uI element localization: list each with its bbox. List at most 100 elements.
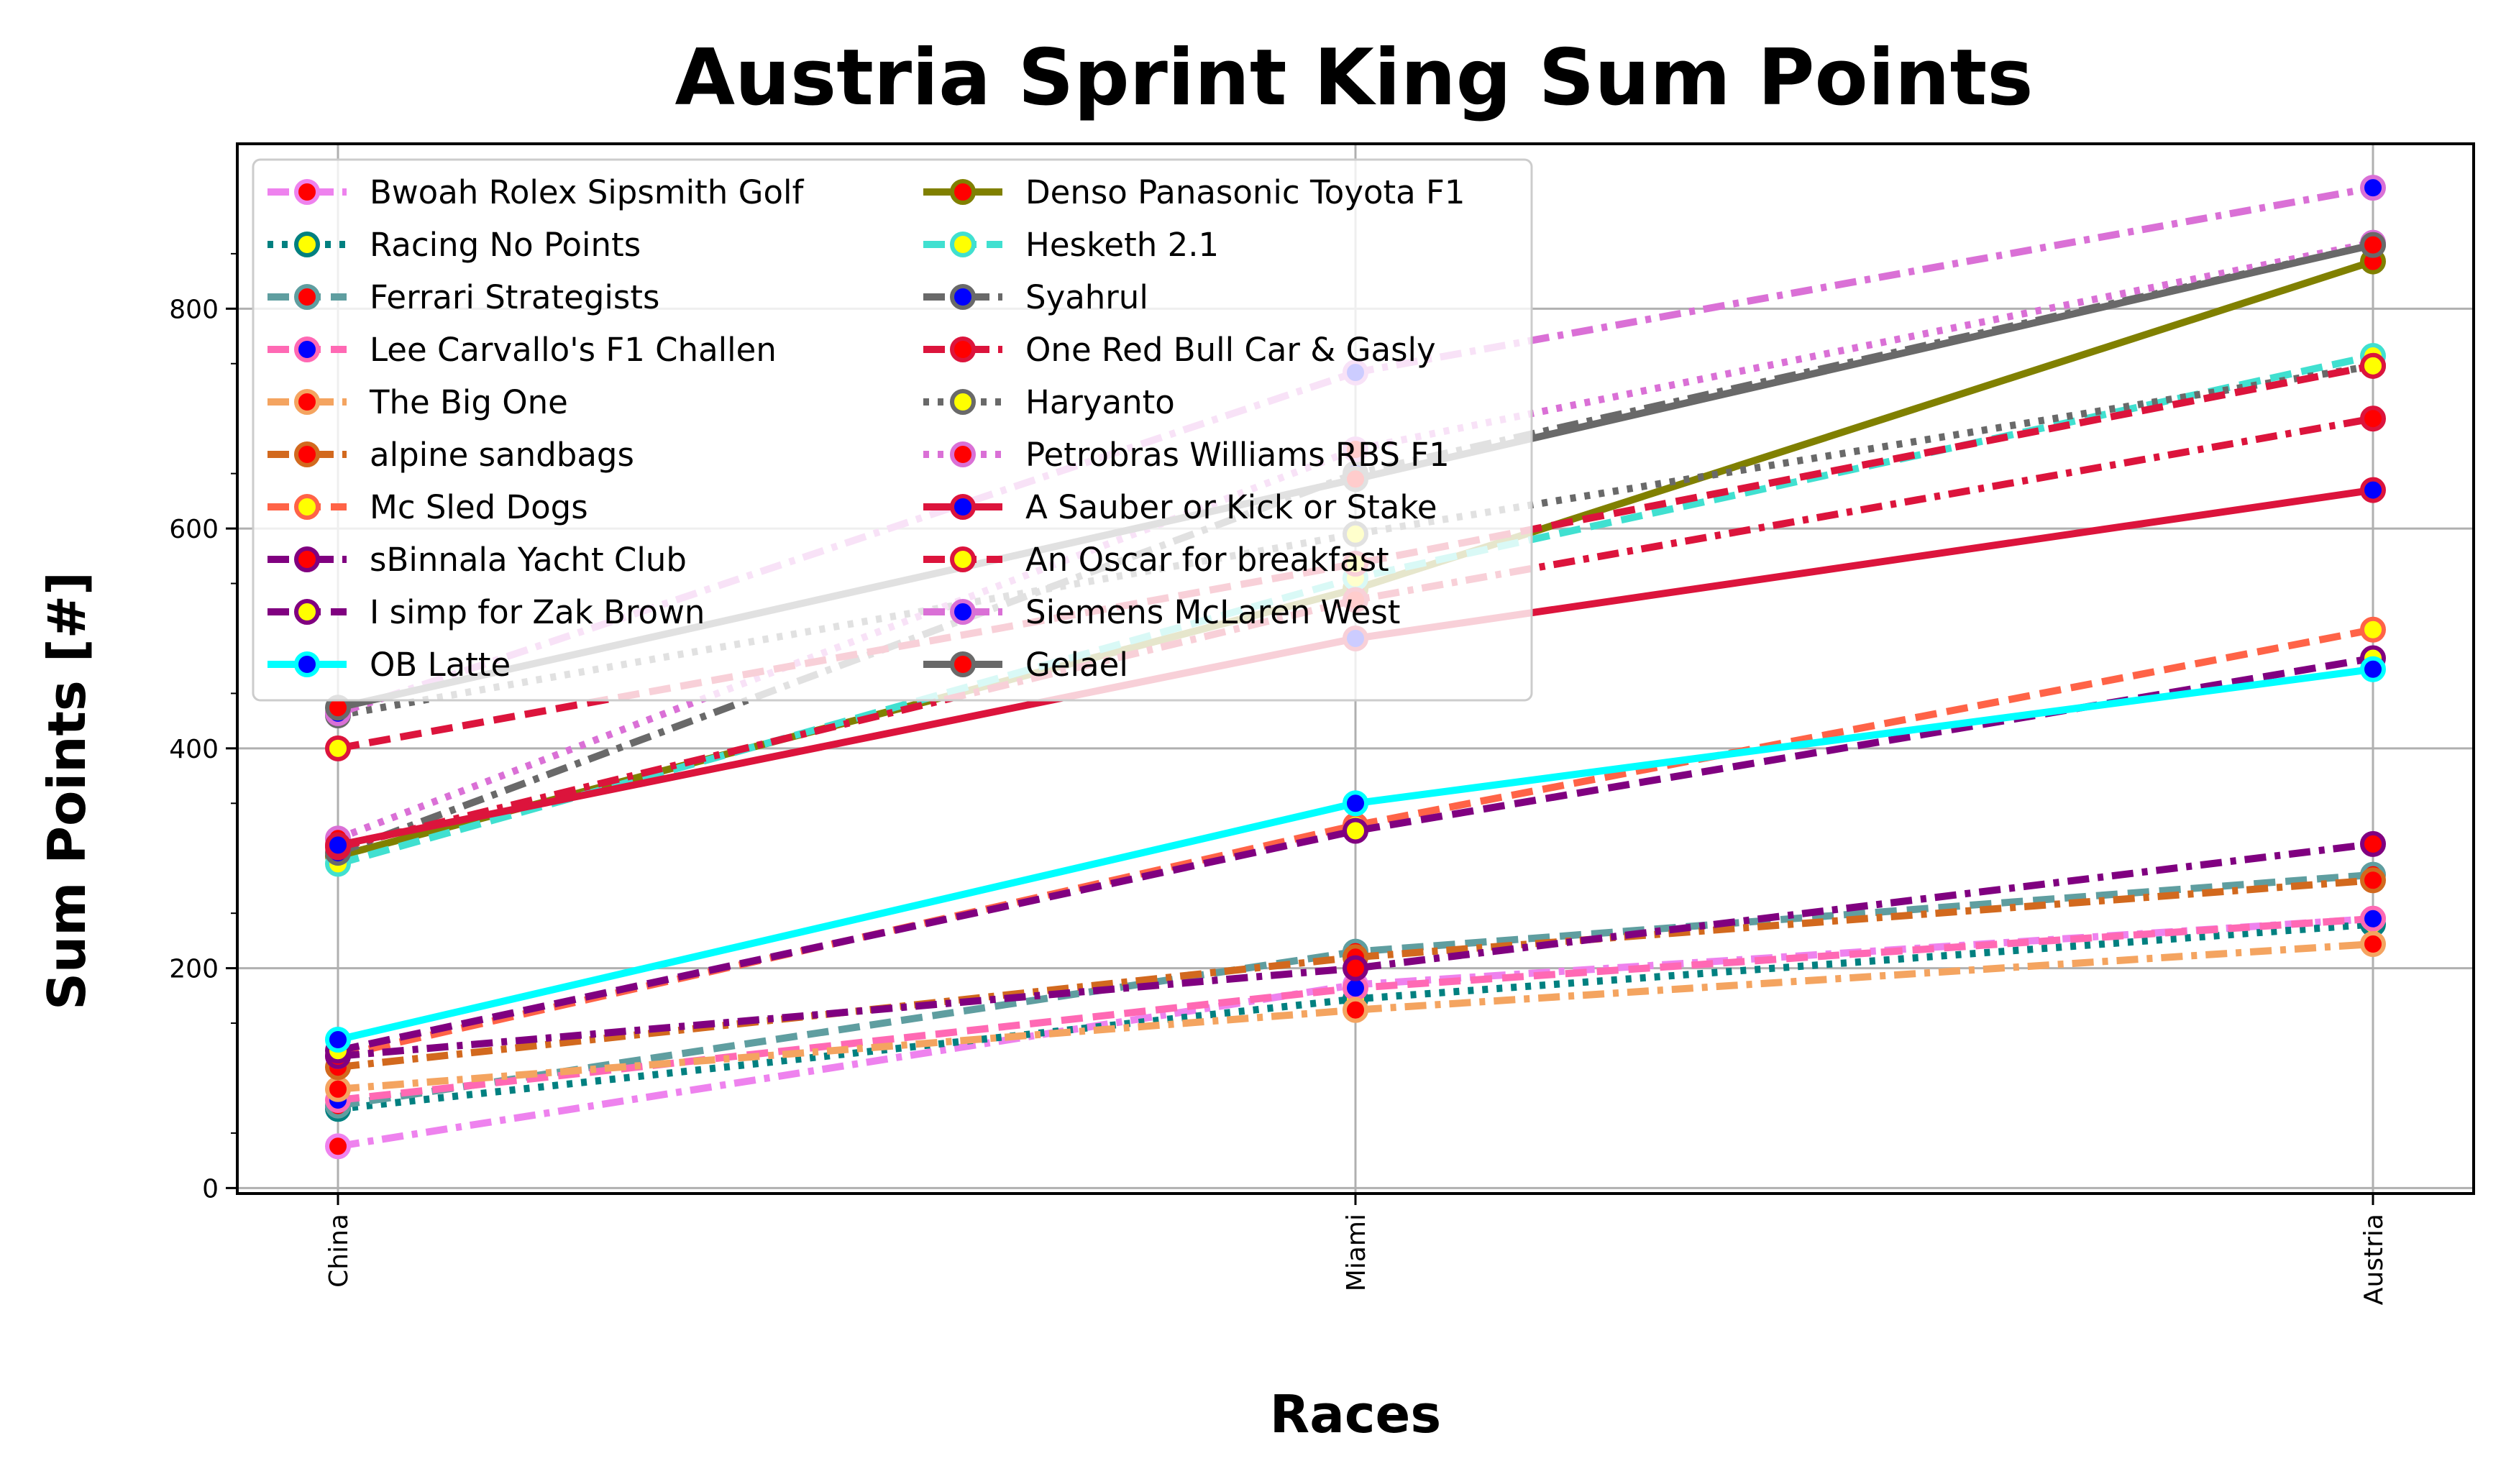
x-tick-label: Miami — [1342, 1214, 1371, 1291]
legend-label: Hesketh 2.1 — [1025, 226, 1219, 264]
legend-swatch-marker — [950, 441, 976, 467]
x-tick-label: Austria — [2359, 1214, 2389, 1305]
legend-entry: alpine sandbags — [267, 436, 634, 474]
y-tick-label: 400 — [169, 735, 219, 764]
y-axis-ticks: 0 200 400 600 800 — [169, 252, 237, 1204]
series-point — [2360, 930, 2386, 957]
y-tick-label: 0 — [202, 1174, 219, 1204]
series-line — [337, 239, 2374, 842]
legend-label: Denso Panasonic Toyota F1 — [1025, 173, 1465, 211]
legend-entry: OB Latte — [267, 646, 511, 684]
legend-label: Racing No Points — [370, 226, 641, 264]
legend-entry: Haryanto — [923, 383, 1175, 421]
legend-swatch-marker — [294, 651, 320, 677]
legend-label: Ferrari Strategists — [370, 278, 659, 316]
legend-swatch-marker — [950, 546, 976, 572]
series-point — [1343, 790, 1368, 817]
series-point — [2360, 905, 2386, 932]
series-point — [2360, 232, 2386, 258]
legend-swatch-marker — [294, 389, 320, 415]
series-point — [2360, 830, 2386, 857]
series-point — [1343, 817, 1368, 844]
series-point — [325, 1026, 351, 1053]
series-line — [337, 840, 2374, 1060]
series — [325, 656, 2386, 1053]
series-point — [2360, 352, 2386, 379]
legend-swatch-marker — [294, 494, 320, 520]
legend-entry: sBinnala Yacht Club — [267, 541, 687, 579]
series-point — [325, 832, 351, 858]
legend-swatch-marker — [950, 336, 976, 362]
legend-entry: The Big One — [267, 383, 568, 421]
legend-swatch-marker — [294, 232, 320, 257]
legend-swatch-marker — [294, 336, 320, 362]
legend-label: OB Latte — [370, 646, 511, 684]
legend-entry: Racing No Points — [267, 226, 641, 264]
series-line — [337, 876, 2374, 1071]
legend-label: A Sauber or Kick or Stake — [1025, 488, 1437, 526]
legend-entry: An Oscar for breakfast — [923, 541, 1389, 579]
series-point — [325, 1076, 351, 1102]
series-point — [2360, 477, 2386, 503]
x-tick-label: China — [324, 1214, 354, 1288]
y-tick-label: 600 — [169, 515, 219, 544]
legend-box — [252, 158, 1533, 702]
legend-label: An Oscar for breakfast — [1025, 541, 1389, 579]
series-point — [2360, 616, 2386, 643]
legend-swatch-marker — [950, 232, 976, 257]
series-point — [2360, 656, 2386, 682]
legend-label: The Big One — [369, 383, 568, 421]
legend-entry: Hesketh 2.1 — [923, 226, 1219, 264]
y-tick-label: 200 — [169, 955, 219, 984]
y-axis-label: Sum Points [#] — [37, 572, 97, 1010]
series-point — [2360, 867, 2386, 894]
legend-label: One Red Bull Car & Gasly — [1025, 331, 1436, 369]
legend-label: alpine sandbags — [370, 436, 634, 474]
legend-entry: One Red Bull Car & Gasly — [923, 331, 1436, 369]
legend-label: Siemens McLaren West — [1025, 593, 1400, 631]
series-line — [337, 940, 2374, 1093]
legend-entry: Lee Carvallo's F1 Challen — [267, 331, 777, 369]
legend-swatch-marker — [294, 441, 320, 467]
legend-swatch-marker — [950, 599, 976, 625]
legend: Bwoah Rolex Sipsmith Golf Racing No Point… — [252, 158, 1533, 702]
legend-swatch-marker — [294, 599, 320, 625]
legend-swatch-marker — [294, 546, 320, 572]
legend-swatch-marker — [950, 284, 976, 310]
legend-label: sBinnala Yacht Club — [370, 541, 687, 579]
legend-label: Lee Carvallo's F1 Challen — [370, 331, 777, 369]
series-line — [337, 362, 2374, 752]
y-tick-label: 800 — [169, 295, 219, 324]
series-point — [1343, 955, 1368, 981]
legend-entry: A Sauber or Kick or Stake — [923, 488, 1437, 526]
legend-label: Syahrul — [1025, 278, 1148, 316]
series-point — [325, 735, 351, 761]
legend-swatch-marker — [294, 284, 320, 310]
legend-label: I simp for Zak Brown — [370, 593, 705, 631]
series-point — [2360, 175, 2386, 201]
legend-entry: Syahrul — [923, 278, 1148, 316]
legend-label: Haryanto — [1025, 383, 1175, 421]
legend-swatch-marker — [950, 389, 976, 415]
x-axis-label: Races — [1270, 1384, 1441, 1444]
series-point — [1343, 997, 1368, 1023]
legend-label: Mc Sled Dogs — [370, 488, 588, 526]
legend-swatch-marker — [294, 179, 320, 205]
legend-label: Petrobras Williams RBS F1 — [1025, 436, 1450, 474]
chart-title: Austria Sprint King Sum Points — [674, 33, 2033, 123]
series-point — [2360, 406, 2386, 432]
series-point — [325, 1133, 351, 1160]
legend-entry: Ferrari Strategists — [267, 278, 659, 316]
legend-entry: Bwoah Rolex Sipsmith Golf — [267, 173, 805, 211]
legend-entry: I simp for Zak Brown — [267, 593, 705, 631]
legend-entry: Petrobras Williams RBS F1 — [923, 436, 1450, 474]
legend-entry: Mc Sled Dogs — [267, 488, 588, 526]
legend-entry: Siemens McLaren West — [923, 593, 1400, 631]
legend-swatch-marker — [950, 651, 976, 677]
legend-label: Gelael — [1025, 646, 1128, 684]
legend-label: Bwoah Rolex Sipsmith Golf — [370, 173, 805, 211]
legend-swatch-marker — [950, 179, 976, 205]
legend-entry: Gelael — [923, 646, 1128, 684]
x-axis-ticks: China Miami Austria — [324, 1194, 2389, 1305]
